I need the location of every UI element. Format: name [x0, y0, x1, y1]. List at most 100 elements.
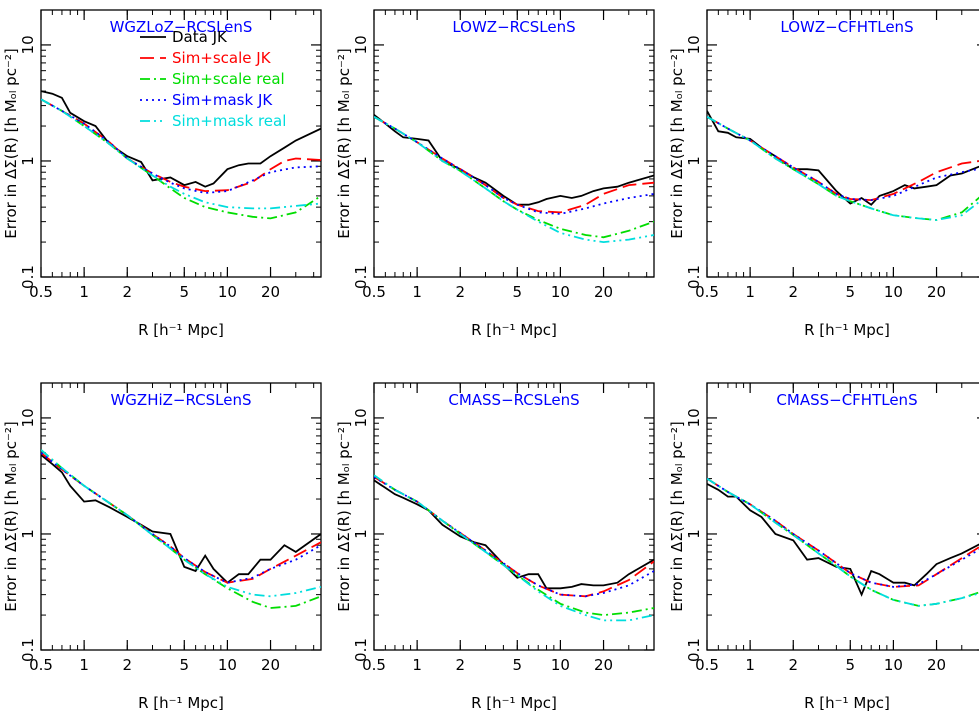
legend: Data JK Sim+scale JK Sim+scale real Sim+mas… [140, 28, 286, 130]
series-sim-mask-jk [41, 98, 321, 194]
series-sim-scale-jk [374, 116, 654, 214]
panel-wgzhiz-rcslens: 0.5 1 2 5 10 20 0.1 1 10 WGZHiZ−RCSLenS R [h⁻¹ Mpc… [2, 382, 322, 712]
x-tick-label: 5 [180, 283, 190, 301]
x-tick-label: 1 [745, 283, 755, 301]
series-sim-mask-jk [707, 116, 979, 202]
series-sim-mask-real [374, 474, 654, 622]
x-axis-label: R [h⁻¹ Mpc] [804, 321, 890, 339]
panel-cmass-cfhtlens: 0.5 1 2 5 10 20 0.1 1 10 CMASS−CFHTLenS R [h⁻¹ Mpc… [668, 382, 979, 712]
x-tick-label: 10 [884, 283, 903, 301]
x-tick-label: 2 [455, 656, 465, 674]
y-tick-label: 0.1 [19, 265, 37, 289]
series-sim-mask-jk [374, 476, 654, 598]
y-tick-label: 1 [685, 156, 703, 166]
y-tick-label: 0.1 [685, 265, 703, 289]
y-axis-label: Error in ΔΣ(R) [h Mₒₗ pc⁻²] [335, 421, 353, 612]
panel-title: CMASS−RCSLenS [448, 391, 579, 409]
x-tick-label: 20 [261, 656, 280, 674]
series-sim-mask-jk [41, 452, 321, 584]
y-axis-label: Error in ΔΣ(R) [h Mₒₗ pc⁻²] [2, 48, 20, 239]
x-axis-label: R [h⁻¹ Mpc] [138, 321, 224, 339]
y-tick-label: 10 [19, 35, 37, 54]
x-tick-label: 2 [122, 283, 132, 301]
x-tick-label: 2 [122, 656, 132, 674]
x-tick-label: 0.5 [695, 283, 719, 301]
x-tick-label: 20 [261, 283, 280, 301]
x-tick-label: 2 [455, 283, 465, 301]
series-sim-mask-real [41, 449, 321, 598]
x-tick-label: 20 [927, 656, 946, 674]
series-sim-scale-real [374, 116, 654, 239]
y-tick-label: 1 [352, 156, 370, 166]
x-tick-label: 2 [788, 283, 798, 301]
series-sim-mask-real [707, 477, 979, 607]
y-tick-label: 0.1 [685, 638, 703, 662]
x-tick-label: 0.5 [362, 656, 386, 674]
x-tick-label: 0.5 [695, 656, 719, 674]
series-sim-scale-jk [41, 98, 321, 193]
x-tick-label: 0.5 [29, 283, 53, 301]
y-tick-label: 10 [352, 408, 370, 427]
x-tick-label: 5 [846, 656, 856, 674]
x-tick-label: 2 [788, 656, 798, 674]
y-axis-label: Error in ΔΣ(R) [h Mₒₗ pc⁻²] [668, 48, 686, 239]
panel-title: LOWZ−RCSLenS [452, 18, 575, 36]
panel-title: WGZHiZ−RCSLenS [110, 391, 251, 409]
x-tick-label: 1 [79, 283, 89, 301]
y-tick-label: 1 [19, 529, 37, 539]
y-axis-label: Error in ΔΣ(R) [h Mₒₗ pc⁻²] [668, 421, 686, 612]
x-tick-label: 1 [412, 283, 422, 301]
plot-frame [706, 9, 979, 278]
y-tick-label: 1 [352, 529, 370, 539]
legend-label-sim-scale-jk: Sim+scale JK [172, 49, 272, 67]
plot-frame [373, 382, 655, 651]
x-tick-label: 20 [927, 283, 946, 301]
panel-cmass-rcslens: 0.5 1 2 5 10 20 0.1 1 10 CMASS−RCSLenS R [h⁻¹ Mpc]… [335, 382, 655, 712]
panel-title: WGZLoZ−RCSLenS [110, 18, 253, 36]
series-data-jk [707, 483, 979, 597]
legend-label-sim-mask-jk: Sim+mask JK [172, 91, 273, 109]
y-axis-label: Error in ΔΣ(R) [h Mₒₗ pc⁻²] [335, 48, 353, 239]
y-tick-label: 0.1 [19, 638, 37, 662]
panel-title: CMASS−CFHTLenS [776, 391, 917, 409]
x-tick-label: 10 [218, 283, 237, 301]
y-tick-label: 1 [685, 529, 703, 539]
series-sim-scale-jk [41, 452, 321, 584]
plot-frame [40, 382, 322, 651]
plot-frame [706, 382, 979, 651]
x-tick-label: 5 [846, 283, 856, 301]
x-tick-label: 10 [551, 656, 570, 674]
series-sim-scale-jk [707, 116, 979, 202]
x-tick-label: 1 [79, 656, 89, 674]
x-tick-label: 10 [218, 656, 237, 674]
x-axis-label: R [h⁻¹ Mpc] [471, 321, 557, 339]
panel-lowz-cfhtlens: 0.5 1 2 5 10 20 0.1 1 10 LOWZ−CFHTLenS R [h⁻¹ Mpc]… [668, 9, 979, 339]
x-tick-label: 10 [551, 283, 570, 301]
x-axis-label: R [h⁻¹ Mpc] [804, 694, 890, 712]
series-data-jk [707, 110, 979, 206]
x-tick-label: 5 [180, 656, 190, 674]
y-tick-label: 1 [19, 156, 37, 166]
series-sim-scale-jk [374, 476, 654, 598]
panel-lowz-rcslens: 0.5 1 2 5 10 20 0.1 1 10 LOWZ−RCSLenS R [h⁻¹ Mpc] E… [335, 9, 655, 339]
panel-title: LOWZ−CFHTLenS [780, 18, 913, 36]
plot-frame [373, 9, 655, 278]
y-tick-label: 0.1 [352, 638, 370, 662]
series-sim-mask-jk [374, 116, 654, 215]
x-tick-label: 1 [412, 656, 422, 674]
series-data-jk [41, 90, 321, 188]
y-tick-label: 10 [19, 408, 37, 427]
y-tick-label: 10 [685, 35, 703, 54]
series-sim-scale-real [707, 477, 979, 607]
series-sim-mask-real [374, 116, 654, 244]
series-sim-scale-real [374, 474, 654, 617]
x-tick-label: 10 [884, 656, 903, 674]
x-tick-label: 20 [594, 656, 613, 674]
x-tick-label: 5 [513, 656, 523, 674]
series-data-jk [41, 454, 321, 584]
series-sim-mask-real [41, 98, 321, 210]
x-tick-label: 20 [594, 283, 613, 301]
x-tick-label: 0.5 [362, 283, 386, 301]
y-tick-label: 10 [685, 408, 703, 427]
